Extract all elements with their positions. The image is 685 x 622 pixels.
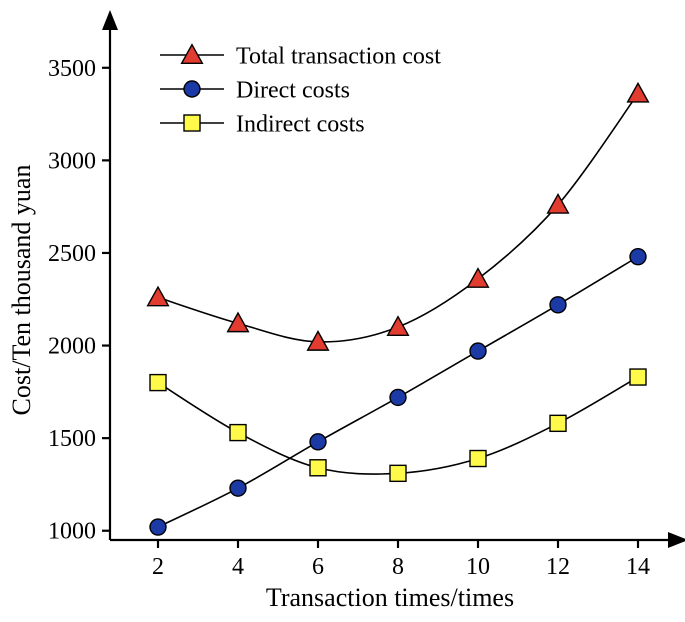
x-tick-label: 8 [392, 554, 404, 580]
y-tick-label: 1500 [48, 426, 96, 452]
y-tick-label: 2000 [48, 334, 96, 360]
y-tick-label: 3000 [48, 148, 96, 174]
x-tick-label: 2 [152, 554, 164, 580]
cost-chart: 2 4 6 8 10 12 14 1000 1500 2000 2500 3000 3500 Transa… [0, 0, 685, 622]
legend-label-direct: Direct costs [236, 77, 350, 103]
x-tick-label: 10 [466, 554, 490, 580]
x-tick-label: 14 [626, 554, 650, 580]
y-tick-label: 3500 [48, 56, 96, 82]
x-tick-label: 4 [232, 554, 244, 580]
legend-label-indirect: Indirect costs [236, 111, 365, 137]
y-tick-label: 2500 [48, 241, 96, 267]
chart-svg: 2 4 6 8 10 12 14 1000 1500 2000 2500 3000 3500 Transa… [0, 0, 685, 622]
x-tick-label: 6 [312, 554, 324, 580]
legend-label-total: Total transaction cost [236, 43, 441, 69]
y-tick-label: 1000 [48, 519, 96, 545]
y-axis-label: Cost/Ten thousand yuan [7, 165, 36, 416]
x-axis-label: Transaction times/times [266, 583, 514, 612]
x-tick-label: 12 [546, 554, 570, 580]
